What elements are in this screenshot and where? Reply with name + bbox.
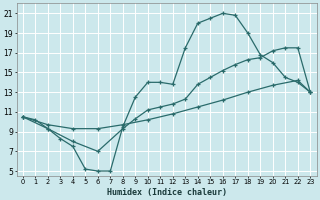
- X-axis label: Humidex (Indice chaleur): Humidex (Indice chaleur): [107, 188, 227, 197]
